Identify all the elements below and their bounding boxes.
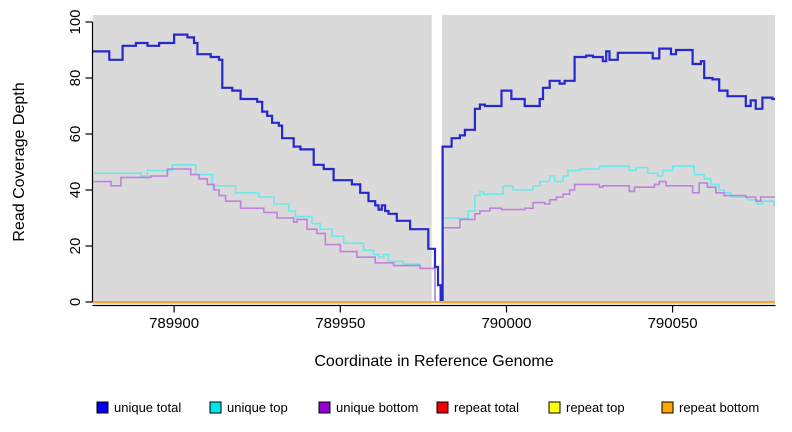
y-tick-label: 40 (67, 182, 84, 199)
legend-swatch-unique-top (209, 401, 222, 414)
legend: unique total unique top unique bottom repea… (96, 400, 759, 415)
x-tick-label: 790050 (648, 315, 698, 332)
y-tick-label: 80 (67, 70, 84, 87)
series-line-unique-bottom (93, 168, 775, 303)
y-tick-label: 60 (67, 126, 84, 143)
x-tick-label: 789950 (315, 315, 365, 332)
legend-label-repeat-bottom: repeat bottom (679, 400, 759, 415)
legend-label-repeat-top: repeat top (566, 400, 625, 415)
legend-label-unique-top: unique top (227, 400, 288, 415)
legend-label-unique-bottom: unique bottom (336, 400, 418, 415)
legend-label-repeat-total: repeat total (454, 400, 519, 415)
legend-swatch-unique-total (96, 401, 109, 414)
x-tick-label: 789900 (149, 315, 199, 332)
y-axis-title: Read Coverage Depth (11, 82, 28, 241)
legend-label-unique-total: unique total (114, 400, 181, 415)
legend-swatch-repeat-bottom (661, 401, 674, 414)
x-axis-title: Coordinate in Reference Genome (314, 353, 553, 370)
legend-swatch-repeat-total (436, 401, 449, 414)
coverage-gap-band (431, 15, 442, 304)
y-tick-label: 100 (67, 9, 84, 34)
axes: 0 20 40 60 80 100 789900 789950 790000 790050 (67, 9, 776, 332)
legend-swatch-unique-bottom (318, 401, 331, 414)
x-tick-label: 790000 (481, 315, 531, 332)
series-lines (93, 33, 775, 304)
y-tick-label: 20 (67, 238, 84, 255)
legend-swatch-repeat-top (548, 401, 561, 414)
y-tick-label: 0 (67, 298, 84, 306)
series-line-unique-top (93, 164, 775, 303)
series-line-unique-total (93, 33, 775, 304)
